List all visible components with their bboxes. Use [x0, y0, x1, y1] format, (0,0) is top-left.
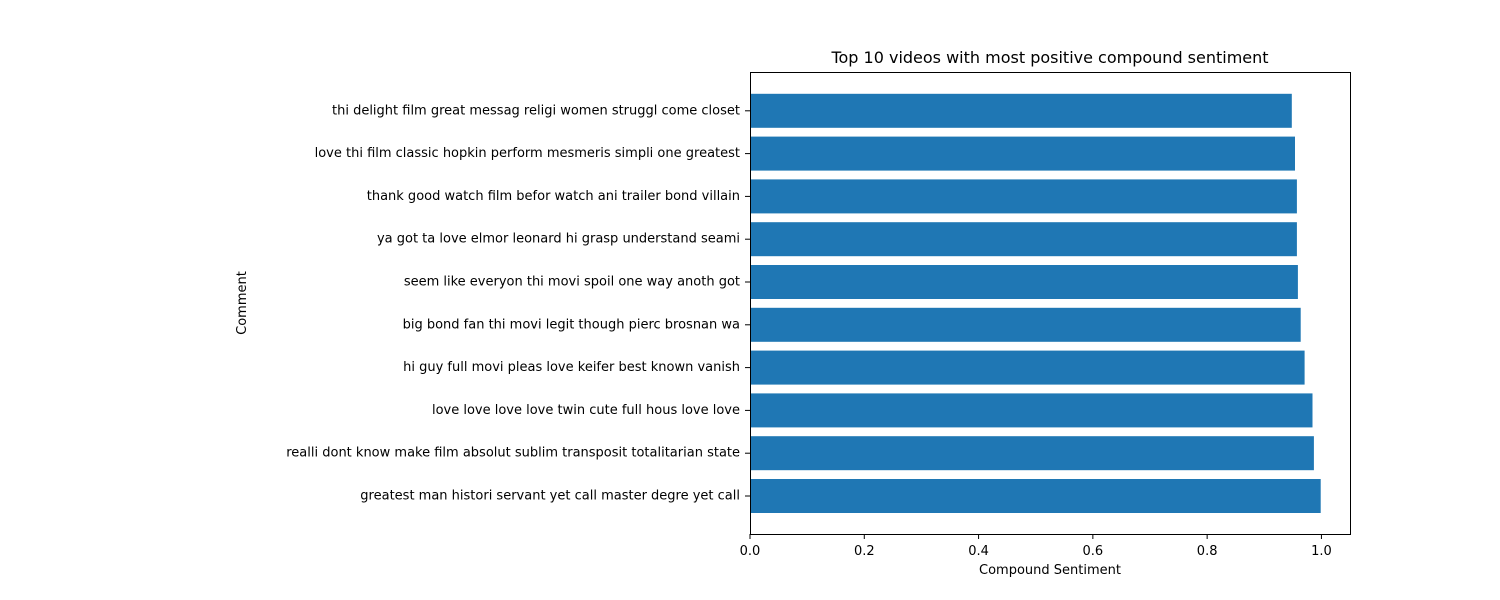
x-axis-label: Compound Sentiment: [979, 563, 1121, 578]
bar: [750, 350, 1305, 385]
bar: [750, 179, 1297, 214]
bar: [750, 136, 1295, 171]
y-axis-label: Comment: [235, 271, 250, 335]
bar: [750, 222, 1297, 257]
category-label: greatest man histori servant yet call ma…: [360, 489, 740, 504]
x-tick-label: 1.0: [1311, 544, 1332, 559]
bar: [750, 93, 1292, 128]
category-label: love love love love twin cute full hous …: [432, 403, 740, 418]
category-labels: greatest man histori servant yet call ma…: [286, 103, 750, 504]
x-tick-label: 0.8: [1197, 544, 1218, 559]
category-label: realli dont know make film absolut subli…: [286, 446, 740, 461]
x-tick-label: 0.4: [968, 544, 989, 559]
category-label: ya got ta love elmor leonard hi grasp un…: [377, 232, 740, 247]
x-tick-label: 0.6: [1083, 544, 1104, 559]
category-label: big bond fan thi movi legit though pierc…: [403, 317, 740, 332]
chart-title: Top 10 videos with most positive compoun…: [830, 48, 1268, 67]
x-tick-label: 0.0: [740, 544, 761, 559]
category-label: seem like everyon thi movi spoil one way…: [404, 275, 740, 290]
plot-area-frame: [750, 72, 1351, 535]
bar: [750, 265, 1298, 299]
x-tick-label: 0.2: [854, 544, 875, 559]
category-label: thi delight film great messag religi wom…: [332, 103, 740, 118]
category-label: love thi film classic hopkin perform mes…: [315, 146, 740, 161]
bar: [750, 307, 1301, 342]
bars-layer: [750, 93, 1321, 513]
bar: [750, 393, 1313, 428]
category-label: hi guy full movi pleas love keifer best …: [403, 360, 740, 375]
x-axis-ticks: 0.0 0.2 0.4 0.6 0.8 1.0: [740, 534, 1332, 559]
bar: [750, 479, 1321, 513]
category-label: thank good watch film befor watch ani tr…: [367, 189, 740, 204]
bar: [750, 436, 1314, 471]
